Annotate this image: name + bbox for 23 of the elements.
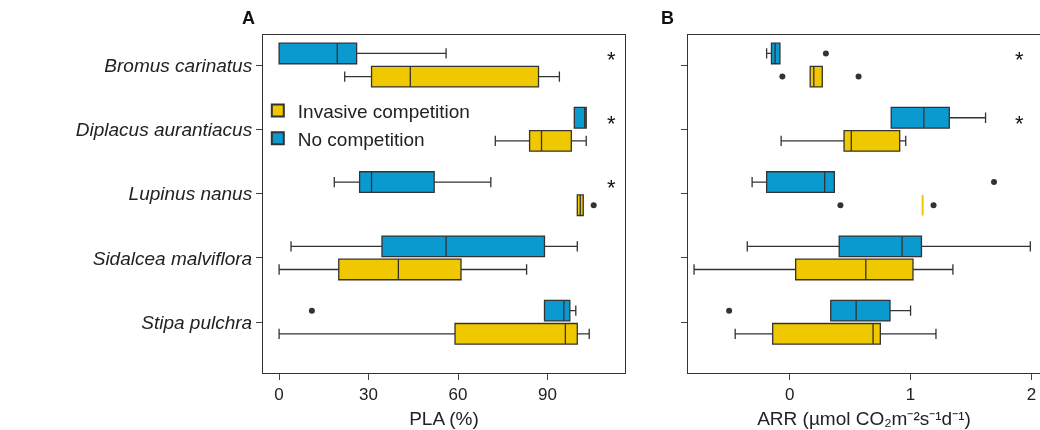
annotation: * [1015,47,1024,72]
x-tick-label: 0 [784,385,795,405]
x-tick-label: 60 [448,385,468,405]
x-axis-title: PLA (%) [409,408,479,430]
x-tick-label: 0 [274,385,284,405]
legend-label: Invasive competition [297,100,470,122]
x-tick-label: 30 [359,385,379,405]
annotation: * [607,175,616,200]
annotation: * [1015,111,1024,136]
chart-title: A [242,8,255,28]
legend-label: No competition [297,128,425,150]
x-axis-title: ARR (µmol CO₂m⁻²s⁻¹d⁻¹) [757,408,971,430]
x-tick-label: 1 [905,385,916,405]
y-tick-label: Bromus carinatus [104,54,253,76]
y-tick-label: Sidalcea malviflora [92,247,253,269]
x-tick-label: 2 [1026,385,1037,405]
x-tick-label: 90 [538,385,557,405]
chart-title: B [661,8,674,28]
annotation: * [607,111,616,136]
y-tick-label: Stipa pulchra [141,311,253,333]
annotation: * [607,47,616,72]
y-tick-label: Lupinus nanus [128,183,253,205]
y-tick-label: Diplacus aurantiacus [75,118,253,140]
